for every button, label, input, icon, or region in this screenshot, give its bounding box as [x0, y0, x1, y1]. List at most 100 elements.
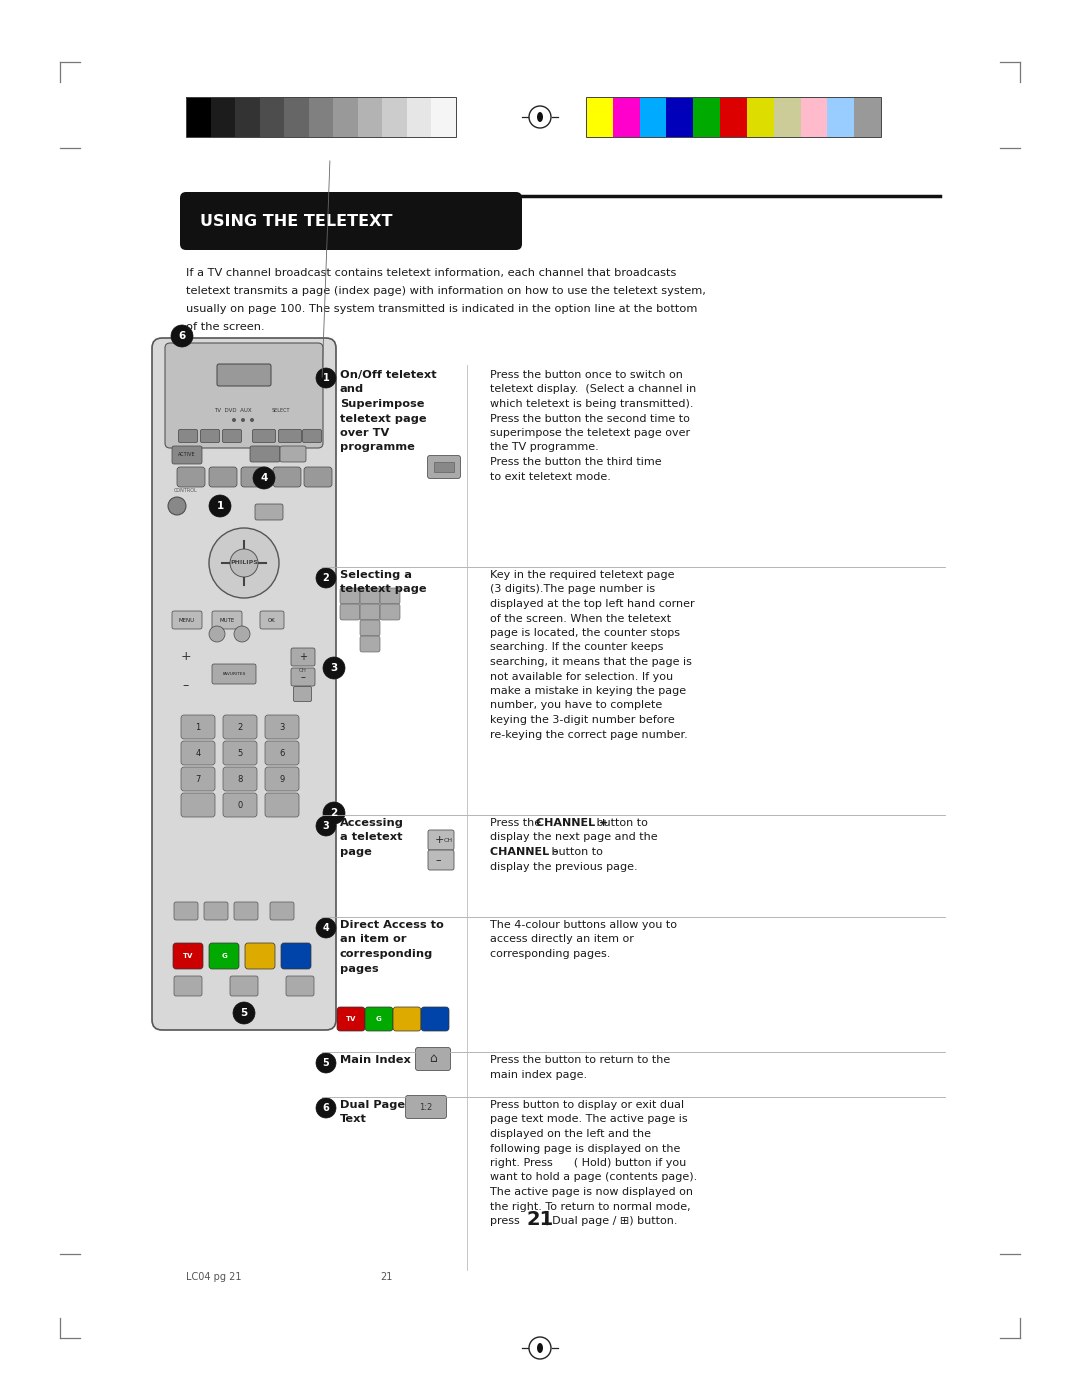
- Text: 4: 4: [260, 474, 268, 483]
- FancyBboxPatch shape: [180, 191, 522, 250]
- FancyBboxPatch shape: [428, 830, 454, 849]
- Text: which teletext is being transmitted).: which teletext is being transmitted).: [490, 400, 693, 409]
- Bar: [854, 96, 881, 137]
- FancyBboxPatch shape: [172, 610, 202, 629]
- Text: teletext page: teletext page: [340, 584, 427, 595]
- Bar: [382, 96, 407, 137]
- FancyBboxPatch shape: [360, 604, 380, 620]
- Bar: [434, 462, 454, 472]
- FancyBboxPatch shape: [273, 467, 301, 488]
- FancyBboxPatch shape: [181, 767, 215, 791]
- Text: over TV: over TV: [340, 427, 389, 439]
- Circle shape: [316, 569, 336, 588]
- Text: 4: 4: [195, 749, 201, 757]
- Bar: [612, 96, 639, 137]
- Text: keying the 3-digit number before: keying the 3-digit number before: [490, 715, 675, 725]
- Text: ACTIVE: ACTIVE: [178, 453, 195, 457]
- Text: CH: CH: [299, 668, 307, 672]
- Text: CONTROL: CONTROL: [174, 488, 198, 493]
- Text: page: page: [340, 847, 372, 856]
- FancyBboxPatch shape: [302, 429, 322, 443]
- Circle shape: [253, 467, 275, 489]
- FancyBboxPatch shape: [245, 943, 275, 970]
- Text: access directly an item or: access directly an item or: [490, 935, 634, 944]
- Text: programme: programme: [340, 443, 415, 453]
- Text: a teletext: a teletext: [340, 833, 403, 842]
- Text: 2: 2: [330, 807, 338, 819]
- Bar: [309, 96, 334, 137]
- Text: displayed on the left and the: displayed on the left and the: [490, 1129, 651, 1139]
- Text: MUTE: MUTE: [219, 617, 234, 623]
- Circle shape: [233, 1002, 255, 1024]
- Circle shape: [232, 418, 237, 422]
- Text: page text mode. The active page is: page text mode. The active page is: [490, 1115, 688, 1125]
- FancyBboxPatch shape: [178, 429, 198, 443]
- FancyBboxPatch shape: [222, 767, 257, 791]
- Text: 6: 6: [280, 749, 285, 757]
- Text: Press the button the second time to: Press the button the second time to: [490, 414, 690, 423]
- Circle shape: [249, 418, 254, 422]
- FancyBboxPatch shape: [201, 429, 219, 443]
- Text: Press the button the third time: Press the button the third time: [490, 457, 662, 467]
- Text: not available for selection. If you: not available for selection. If you: [490, 672, 673, 682]
- FancyBboxPatch shape: [222, 793, 257, 817]
- Text: 1: 1: [323, 373, 329, 383]
- Text: of the screen. When the teletext: of the screen. When the teletext: [490, 613, 671, 623]
- Text: display the previous page.: display the previous page.: [490, 862, 637, 872]
- Text: –: –: [435, 855, 441, 865]
- Text: Key in the required teletext page: Key in the required teletext page: [490, 570, 675, 580]
- Circle shape: [316, 367, 336, 388]
- FancyBboxPatch shape: [279, 429, 301, 443]
- Text: displayed at the top left hand corner: displayed at the top left hand corner: [490, 599, 694, 609]
- FancyBboxPatch shape: [241, 467, 269, 488]
- Bar: [407, 96, 431, 137]
- Circle shape: [241, 418, 245, 422]
- Text: corresponding: corresponding: [340, 949, 433, 958]
- Text: Accessing: Accessing: [340, 819, 404, 828]
- FancyBboxPatch shape: [340, 588, 360, 604]
- Text: 1: 1: [216, 502, 224, 511]
- Text: display the next page and the: display the next page and the: [490, 833, 658, 842]
- FancyBboxPatch shape: [265, 793, 299, 817]
- FancyBboxPatch shape: [217, 365, 271, 386]
- FancyBboxPatch shape: [291, 648, 315, 666]
- Circle shape: [323, 657, 345, 679]
- FancyBboxPatch shape: [222, 715, 257, 739]
- FancyBboxPatch shape: [181, 715, 215, 739]
- Text: Direct Access to: Direct Access to: [340, 921, 444, 930]
- FancyBboxPatch shape: [380, 604, 400, 620]
- Text: 21: 21: [380, 1273, 392, 1282]
- Text: +: +: [299, 652, 307, 662]
- FancyBboxPatch shape: [173, 943, 203, 970]
- FancyBboxPatch shape: [212, 664, 256, 685]
- Text: 9: 9: [280, 774, 285, 784]
- Text: press       ( Dual page / ⊞) button.: press ( Dual page / ⊞) button.: [490, 1215, 677, 1227]
- Text: Text: Text: [340, 1115, 367, 1125]
- Text: The active page is now displayed on: The active page is now displayed on: [490, 1187, 693, 1197]
- Bar: [284, 96, 309, 137]
- Bar: [235, 96, 259, 137]
- FancyBboxPatch shape: [265, 715, 299, 739]
- Text: want to hold a page (contents page).: want to hold a page (contents page).: [490, 1172, 698, 1182]
- Text: Press the button once to switch on: Press the button once to switch on: [490, 370, 683, 380]
- Text: +: +: [180, 650, 191, 662]
- Text: Press button to display or exit dual: Press button to display or exit dual: [490, 1099, 684, 1111]
- Text: usually on page 100. The system transmitted is indicated in the option line at t: usually on page 100. The system transmit…: [186, 305, 698, 314]
- Text: SELECT: SELECT: [272, 408, 291, 414]
- FancyBboxPatch shape: [265, 767, 299, 791]
- FancyBboxPatch shape: [152, 338, 336, 1030]
- FancyBboxPatch shape: [360, 620, 380, 636]
- FancyBboxPatch shape: [230, 977, 258, 996]
- FancyBboxPatch shape: [281, 943, 311, 970]
- Text: page is located, the counter stops: page is located, the counter stops: [490, 629, 680, 638]
- Bar: [259, 96, 284, 137]
- Text: and: and: [340, 384, 364, 394]
- Bar: [827, 96, 854, 137]
- Text: right. Press      ( Hold) button if you: right. Press ( Hold) button if you: [490, 1158, 686, 1168]
- Text: an item or: an item or: [340, 935, 406, 944]
- Bar: [211, 96, 235, 137]
- Text: 4: 4: [323, 923, 329, 933]
- Text: Selecting a: Selecting a: [340, 570, 411, 580]
- Bar: [773, 96, 800, 137]
- Text: 8: 8: [238, 774, 243, 784]
